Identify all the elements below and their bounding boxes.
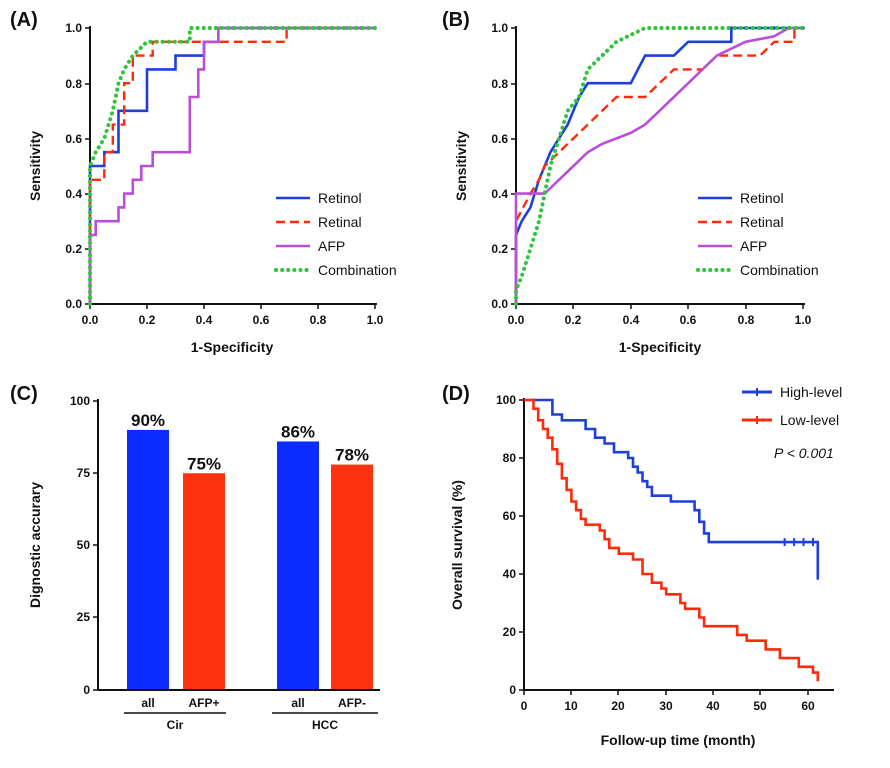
group-label: Cir	[167, 718, 184, 732]
y-tick-label: 1.0	[491, 21, 508, 35]
series-line-combination	[514, 26, 805, 306]
x-tick-label: 20	[611, 699, 625, 713]
series-line-retinal	[88, 26, 375, 304]
x-axis-title: Follow-up time (month)	[601, 732, 756, 748]
x-tick-label: 0.2	[565, 313, 582, 327]
y-tick-label: 0.4	[65, 187, 82, 201]
legend-label: AFP	[740, 238, 767, 254]
y-tick-label: 50	[77, 538, 91, 552]
y-tick-label: 100	[70, 394, 90, 408]
y-tick-label: 100	[496, 393, 516, 407]
y-tick-label: 0.4	[491, 187, 508, 201]
y-tick-label: 80	[503, 451, 517, 465]
series-line-afp	[514, 26, 803, 304]
x-tick-label: 1.0	[795, 313, 812, 327]
legend-label: Combination	[318, 262, 397, 278]
series-line-low-level	[524, 398, 820, 682]
x-tick-label: 40	[706, 699, 720, 713]
y-tick-label: 0.0	[65, 297, 82, 311]
y-axis-title: Overall survival (%)	[449, 480, 465, 610]
x-tick-label: 0.0	[508, 313, 525, 327]
bar-cir-afp	[183, 473, 225, 690]
bar-category-label: AFP+	[188, 696, 219, 710]
x-tick-label: 0.6	[680, 313, 697, 327]
panel-label: (C)	[10, 383, 38, 405]
legend-label: Retinol	[740, 190, 784, 206]
panel-label: (A)	[10, 9, 38, 31]
x-tick-label: 60	[801, 699, 815, 713]
legend-label: Retinal	[740, 214, 784, 230]
bar-hcc-afp	[331, 464, 373, 690]
legend-label: High-level	[780, 384, 842, 400]
y-tick-label: 0.8	[65, 77, 82, 91]
legend-label: AFP	[318, 238, 345, 254]
x-tick-label: 1.0	[367, 313, 384, 327]
y-tick-label: 0.8	[491, 77, 508, 91]
legend-label: Retinol	[318, 190, 362, 206]
y-tick-label: 0	[83, 683, 90, 697]
x-tick-label: 50	[753, 699, 767, 713]
bar-value-label: 75%	[187, 454, 221, 473]
y-tick-label: 1.0	[65, 21, 82, 35]
y-tick-label: 40	[503, 567, 517, 581]
x-tick-label: 0.4	[196, 313, 213, 327]
group-label: HCC	[312, 718, 338, 732]
x-tick-label: 0.6	[253, 313, 270, 327]
panel-0-axes: 0.0 0.2 0.4 0.6 0.8 1.0 0.0 0.2 0.4 0.6 0.8 1.0 1-Sp…	[10, 9, 384, 355]
y-tick-label: 0.2	[65, 242, 82, 256]
panel-label: (D)	[442, 383, 470, 405]
y-tick-label: 0.0	[491, 297, 508, 311]
x-tick-label: 0.2	[139, 313, 156, 327]
y-tick-label: 0.2	[491, 242, 508, 256]
y-tick-label: 25	[77, 610, 91, 624]
y-axis-title: Sensitivity	[27, 131, 43, 201]
bar-cir-all	[127, 429, 169, 690]
x-axis-title: 1-Specificity	[191, 339, 274, 355]
bar-category-label: AFP-	[338, 696, 366, 710]
bar-value-label: 78%	[335, 446, 369, 465]
y-tick-label: 20	[503, 625, 517, 639]
x-tick-label: 30	[659, 699, 673, 713]
legend-label: Combination	[740, 262, 819, 278]
x-tick-label: 0	[521, 699, 528, 713]
x-tick-label: 0.8	[738, 313, 755, 327]
series-line-retinol	[514, 26, 803, 304]
x-tick-label: 0.8	[310, 313, 327, 327]
bar-value-label: 86%	[281, 422, 315, 441]
bar-category-label: all	[141, 696, 154, 710]
panel-1-axes: 0.0 0.2 0.4 0.6 0.8 1.0 0.0 0.2 0.4 0.6 0.8 1.0 1-Sp…	[442, 9, 812, 355]
y-tick-label: 75	[77, 466, 91, 480]
y-tick-label: 60	[503, 509, 517, 523]
x-axis-title: 1-Specificity	[619, 339, 702, 355]
y-tick-label: 0.6	[65, 132, 82, 146]
y-tick-label: 0	[509, 683, 516, 697]
series-line-high-level	[524, 398, 820, 580]
curve-marker	[772, 26, 777, 30]
legend-label: Low-level	[780, 412, 839, 428]
p-value-annotation: P < 0.001	[774, 445, 834, 461]
panel-2-axes: 0 25 50 75 100 Dignostic accurary (C)	[10, 383, 99, 697]
legend-label: Retinal	[318, 214, 362, 230]
y-axis-title: Sensitivity	[453, 131, 469, 201]
bar-hcc-all	[277, 441, 319, 690]
y-axis-title: Dignostic accurary	[27, 482, 43, 608]
series-line-afp	[88, 26, 375, 304]
x-tick-label: 0.4	[623, 313, 640, 327]
panel-label: (B)	[442, 9, 470, 31]
y-tick-label: 0.6	[491, 132, 508, 146]
panel-3-axes: 0 20 40 60 80 100 0 10 20 30 40 50 60 Follow-up time …	[442, 383, 834, 748]
series-line-retinal	[514, 26, 803, 304]
bar-category-label: all	[291, 696, 304, 710]
bar-value-label: 90%	[131, 411, 165, 430]
x-tick-label: 10	[564, 699, 578, 713]
series-line-combination	[88, 26, 377, 306]
x-tick-label: 0.0	[82, 313, 99, 327]
